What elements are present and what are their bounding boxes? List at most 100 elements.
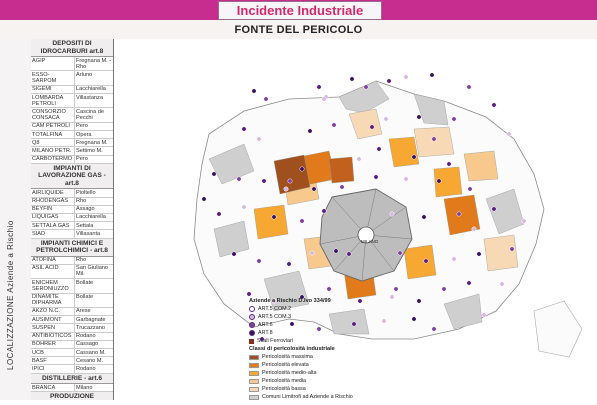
legend-item-label: Scali Ferroviari bbox=[257, 338, 293, 344]
company-marker bbox=[321, 96, 327, 102]
company-marker bbox=[471, 226, 477, 232]
company-name: BEYFIN bbox=[31, 205, 75, 213]
company-marker bbox=[346, 251, 352, 257]
company-name: BASF bbox=[31, 357, 75, 365]
company-marker bbox=[411, 154, 417, 160]
company-name: UCB bbox=[31, 349, 75, 357]
company-marker bbox=[271, 298, 277, 304]
company-name: AGIP bbox=[31, 57, 75, 71]
map-legend: Aziende a Rischio D.lvo 334/99 ART.5 COM… bbox=[249, 297, 409, 401]
page-subtitle: FONTE DEL PERICOLO bbox=[0, 20, 597, 40]
company-row: BRANCA Milano bbox=[31, 384, 113, 393]
area-max bbox=[328, 156, 355, 184]
area-medium bbox=[253, 204, 289, 240]
company-marker bbox=[491, 206, 497, 212]
legend-item-label: ART.6 bbox=[258, 322, 273, 328]
company-marker bbox=[369, 124, 375, 130]
company-marker bbox=[403, 176, 409, 182]
company-marker bbox=[423, 258, 429, 264]
company-marker bbox=[311, 186, 317, 192]
company-name: ATOFINA bbox=[31, 256, 75, 264]
company-location: Pero bbox=[76, 123, 88, 130]
legend-swatch bbox=[249, 370, 259, 376]
legend-item: ART.6 bbox=[249, 321, 409, 329]
company-row: DINAMITE DIPHARMA Bollate bbox=[31, 293, 113, 308]
outlying-region bbox=[533, 300, 583, 358]
company-marker bbox=[339, 184, 345, 190]
company-row: CAM PETROLI Pero bbox=[31, 122, 113, 132]
company-row: CONSORZIO CONSACA Cascina de Pecchi bbox=[31, 108, 113, 123]
company-row: SETTALA GAS Settala bbox=[31, 222, 113, 231]
company-location: Cassago bbox=[76, 341, 99, 348]
company-marker bbox=[256, 136, 262, 142]
company-name: SETTALA GAS bbox=[31, 222, 75, 230]
company-location: Pioltello bbox=[76, 189, 96, 196]
company-row: LOMBARDA PETROLI Villastanza bbox=[31, 94, 113, 109]
company-location: Assago bbox=[76, 206, 95, 213]
company-row: RHODENGAS Rho bbox=[31, 197, 113, 206]
legend-item: Pericolosità elevata bbox=[249, 361, 409, 369]
legend-item-label: Pericolosità massima bbox=[262, 354, 313, 360]
company-marker bbox=[357, 298, 363, 304]
company-location: Cassano M. bbox=[76, 349, 106, 356]
company-name: IPICI bbox=[31, 365, 75, 373]
company-name: SIAD bbox=[31, 230, 75, 238]
company-location: Lacchiarella bbox=[76, 86, 106, 93]
company-name: CONSORZIO CONSACA bbox=[31, 108, 75, 122]
company-row: Q8 Fregnana M. bbox=[31, 139, 113, 148]
company-marker bbox=[307, 128, 313, 134]
company-marker bbox=[403, 74, 409, 80]
company-location: Opera bbox=[76, 131, 92, 138]
company-marker bbox=[467, 186, 473, 192]
company-marker bbox=[416, 298, 422, 304]
company-row: CARBOTERMO Pero bbox=[31, 155, 113, 164]
company-name: AIRLIQUIDE bbox=[31, 189, 75, 197]
milano-center bbox=[357, 226, 375, 244]
company-row: AGIP Fregnana M. - Rho bbox=[31, 57, 113, 72]
legend-item-label: ART.8 bbox=[258, 330, 273, 336]
company-row: BEYFIN Assago bbox=[31, 205, 113, 214]
company-marker bbox=[299, 166, 305, 172]
company-marker bbox=[411, 316, 417, 322]
area-gray bbox=[213, 220, 250, 258]
company-location: Cesano M. bbox=[76, 357, 104, 364]
company-marker bbox=[386, 78, 392, 84]
company-marker bbox=[393, 286, 399, 292]
company-location: Bollate bbox=[76, 294, 94, 301]
company-name: RHODENGAS bbox=[31, 197, 75, 205]
area-medium bbox=[433, 166, 463, 198]
company-marker bbox=[326, 286, 332, 292]
company-row: IPICI Rodano bbox=[31, 365, 113, 374]
company-name: SUSPEN bbox=[31, 324, 75, 332]
section-header: DISTILLERIE - art.6 bbox=[31, 373, 113, 385]
company-row: ESSO-SARPOM Arluno bbox=[31, 71, 113, 86]
legend-swatch bbox=[249, 386, 259, 392]
area-gray bbox=[485, 188, 525, 235]
company-marker bbox=[231, 251, 237, 257]
company-location: Pero bbox=[76, 156, 88, 163]
legend-marker bbox=[249, 314, 255, 320]
company-location: Trucazzano bbox=[76, 324, 106, 331]
company-name: DINAMITE DIPHARMA bbox=[31, 293, 75, 307]
company-marker bbox=[521, 218, 527, 224]
map-svg bbox=[193, 72, 583, 358]
company-marker bbox=[316, 84, 322, 90]
company-list-panel: DEPOSITI DI IDROCARBURI art.8 AGIP Fregnan… bbox=[31, 39, 114, 400]
area-gray bbox=[443, 293, 483, 330]
company-marker bbox=[289, 321, 295, 327]
legend-item-label: ART.5 COM.3 bbox=[258, 314, 292, 320]
company-location: Settimo M. bbox=[76, 147, 103, 154]
company-row: MILANO PETR. Settimo M. bbox=[31, 147, 113, 156]
area-medium bbox=[388, 136, 420, 168]
area-high bbox=[443, 194, 481, 236]
company-marker bbox=[286, 261, 292, 267]
company-marker bbox=[466, 84, 472, 90]
legend-marker bbox=[249, 330, 255, 336]
company-marker bbox=[287, 178, 293, 184]
company-row: BOHRER Cassago bbox=[31, 340, 113, 349]
company-marker bbox=[451, 116, 457, 122]
company-marker bbox=[481, 312, 487, 318]
section-header: IMPIANTI CHIMICI E PETROLCHIMICI - art.8 bbox=[31, 238, 113, 257]
legend-item-label: Pericolosità bassa bbox=[262, 386, 306, 392]
company-row: BASF Cesano M. bbox=[31, 357, 113, 366]
